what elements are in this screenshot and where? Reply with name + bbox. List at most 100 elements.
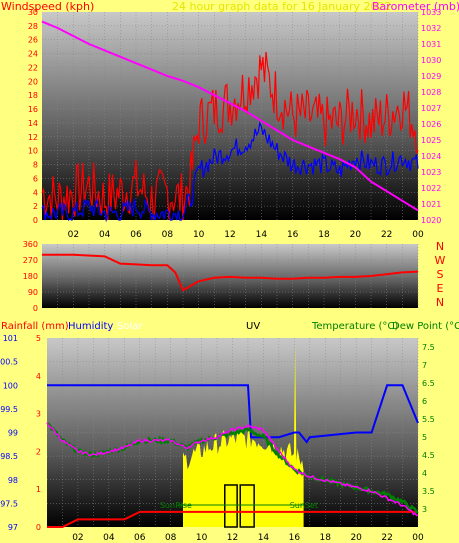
rainfall-line	[47, 510, 418, 528]
sunset-label: SunSet	[290, 501, 318, 510]
x-tick-label: 20	[350, 230, 362, 240]
rainfall-tick-label: 4	[36, 372, 41, 381]
x-tick-label: 10	[196, 533, 208, 543]
barometer-axis-title: Barometer (mb)	[372, 0, 459, 13]
rainfall-tick-label: 5	[36, 334, 41, 343]
barometer-tick-label: 1023	[421, 168, 441, 177]
x-tick-label: 18	[318, 230, 330, 240]
x-tick-label: 00	[412, 533, 424, 543]
temperature-tick-label: 5.5	[422, 415, 435, 424]
temperature-tick-label: 5	[422, 433, 427, 442]
temperature-tick-label: 6	[422, 397, 427, 406]
temperature-tick-label: 3	[422, 505, 427, 514]
x-tick-label: 02	[72, 533, 83, 543]
solar-axis-title: Solar	[117, 321, 143, 332]
humidity-tick-label: 99.5	[0, 405, 18, 414]
windspeed-tick-label: 24	[28, 50, 38, 59]
humidity-tick-label: 100.5	[0, 358, 18, 367]
barometer-tick-label: 1033	[421, 8, 441, 17]
uv-block	[224, 484, 238, 528]
x-tick-label: 06	[130, 230, 142, 240]
humidity-tick-label: 98	[8, 476, 18, 485]
barometer-tick-label: 1027	[421, 104, 441, 113]
humidity-line	[47, 384, 419, 444]
temperature-tick-label: 4.5	[422, 451, 435, 460]
x-tick-label: 12	[227, 533, 238, 543]
humidity-tick-label: 101	[3, 334, 18, 343]
direction-tick-label: 270	[23, 256, 38, 265]
windspeed-tick-label: 28	[28, 22, 38, 31]
humidity-tick-label: 98.5	[0, 452, 18, 461]
temperature-tick-label: 7.5	[422, 343, 435, 352]
compass-label: N	[436, 296, 444, 309]
direction-line	[42, 253, 419, 292]
x-tick-label: 02	[68, 230, 79, 240]
x-tick-label: 22	[381, 533, 392, 543]
windspeed-tick-label: 22	[28, 63, 38, 72]
solar-spike	[293, 342, 298, 527]
dewpoint-axis-title: Dew Point (°C)	[392, 321, 459, 332]
windspeed-tick-label: 20	[28, 77, 38, 86]
windspeed-tick-label: 16	[28, 105, 38, 114]
windspeed-tick-label: 14	[28, 119, 38, 128]
compass-label: N	[436, 240, 444, 253]
temperature-tick-label: 7	[422, 361, 427, 370]
x-tick-label: 06	[134, 533, 146, 543]
x-tick-label: 12	[224, 230, 235, 240]
x-tick-label: 14	[256, 230, 268, 240]
windspeed-tick-label: 8	[33, 161, 38, 170]
humidity-tick-label: 97.5	[0, 499, 18, 508]
barometer-line	[41, 20, 419, 212]
compass-label: S	[437, 268, 444, 281]
humidity-tick-label: 100	[3, 381, 18, 390]
direction-tick-label: 180	[23, 272, 38, 281]
barometer-tick-label: 1031	[421, 40, 441, 49]
temperature-line	[46, 422, 419, 517]
x-tick-label: 16	[287, 230, 299, 240]
windspeed-tick-label: 4	[33, 188, 38, 197]
humidity-tick-label: 99	[8, 429, 18, 438]
direction-tick-label: 90	[28, 288, 38, 297]
barometer-tick-label: 1028	[421, 88, 441, 97]
windspeed-tick-label: 10	[28, 147, 38, 156]
x-tick-label: 08	[165, 533, 177, 543]
barometer-tick-label: 1025	[421, 136, 441, 145]
barometer-tick-label: 1026	[421, 120, 441, 129]
barometer-tick-label: 1029	[421, 72, 441, 81]
x-tick-label: 18	[320, 533, 332, 543]
x-tick-label: 16	[289, 533, 301, 543]
windspeed-tick-label: 26	[28, 36, 38, 45]
rainfall-tick-label: 0	[36, 523, 41, 532]
windspeed-tick-label: 2	[33, 202, 38, 211]
compass-label: E	[437, 282, 444, 295]
temperature-tick-label: 4	[422, 469, 427, 478]
compass-label: W	[435, 254, 446, 267]
x-tick-label: 00	[412, 230, 424, 240]
humidity-tick-label: 97	[8, 523, 18, 532]
chart-title: 24 hour graph data for 16 January 2022	[172, 0, 392, 13]
x-tick-label: 20	[350, 533, 362, 543]
x-tick-label: 04	[99, 230, 111, 240]
x-tick-label: 10	[193, 230, 205, 240]
temperature-axis-title: Temperature (°C)	[312, 321, 399, 332]
windspeed-tick-label: 12	[28, 133, 38, 142]
x-tick-label: 14	[258, 533, 270, 543]
uv-block	[239, 484, 255, 528]
barometer-tick-label: 1032	[421, 24, 441, 33]
windspeed-tick-label: 0	[33, 216, 38, 225]
barometer-tick-label: 1021	[421, 200, 441, 209]
windspeed-tick-label: 30	[28, 8, 38, 17]
x-tick-label: 22	[381, 230, 392, 240]
temperature-tick-label: 6.5	[422, 379, 435, 388]
barometer-tick-label: 1024	[421, 152, 441, 161]
windspeed-axis-title: Windspeed (kph)	[1, 0, 95, 13]
rainfall-axis-title: Rainfall (mm)	[1, 321, 69, 332]
wind-panel	[42, 12, 418, 220]
rainfall-tick-label: 2	[36, 447, 41, 456]
barometer-tick-label: 1022	[421, 184, 441, 193]
barometer-tick-label: 1020	[421, 216, 441, 225]
direction-tick-label: 360	[23, 240, 38, 249]
x-tick-label: 08	[162, 230, 174, 240]
x-tick-label: 04	[103, 533, 115, 543]
